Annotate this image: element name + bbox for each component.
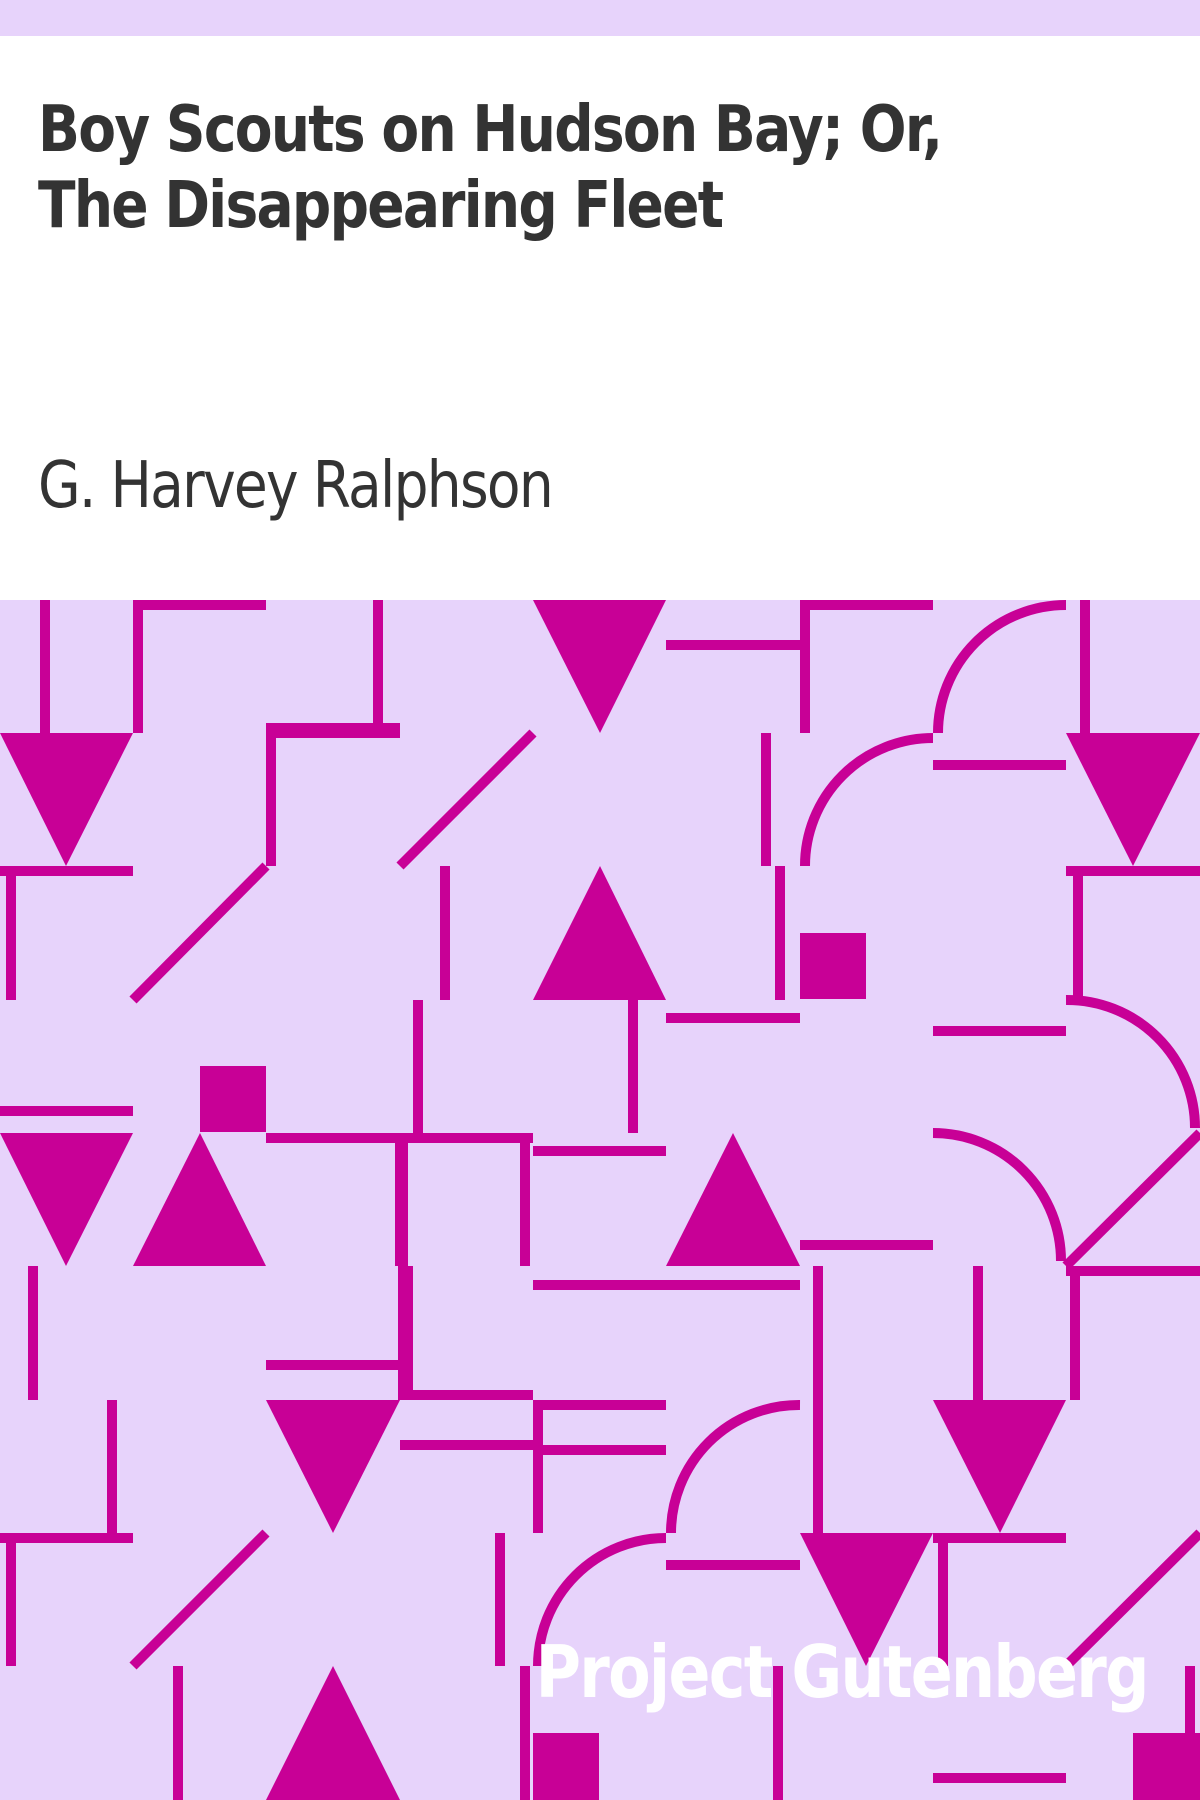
corner-shape <box>1073 866 1200 1000</box>
square-shape <box>800 933 866 999</box>
triangle-down-shape <box>933 1400 1066 1533</box>
corner-shape <box>266 728 400 866</box>
line-shape <box>129 1529 270 1670</box>
line-shape <box>129 862 270 1004</box>
arc-shape <box>666 1399 801 1534</box>
arc-shape <box>533 1533 667 1667</box>
line-shape <box>396 729 537 870</box>
arc-shape <box>1065 994 1200 1129</box>
corner-shape <box>938 1533 1066 1666</box>
triangle-down-shape <box>800 1533 933 1666</box>
arc-shape <box>933 600 1067 734</box>
square-shape <box>200 1066 266 1132</box>
line-shape <box>1062 1129 1200 1270</box>
triangle-up-shape <box>133 1133 266 1266</box>
cover-pattern <box>0 600 1200 1800</box>
triangle-down-shape <box>0 1133 133 1266</box>
arc-shape <box>932 1128 1066 1262</box>
triangle-up-shape <box>666 1133 800 1266</box>
top-band <box>0 0 1200 36</box>
title-panel: Boy Scouts on Hudson Bay; Or, The Disapp… <box>0 36 1200 600</box>
corner-shape <box>6 1533 133 1666</box>
triangle-down-shape <box>533 600 666 733</box>
corner-shape <box>6 866 133 1000</box>
square-shape <box>533 1733 599 1800</box>
line-shape <box>1062 1529 1200 1670</box>
triangle-down-shape <box>1066 733 1200 866</box>
triangle-up-shape <box>266 1666 400 1800</box>
corner-shape <box>400 1133 530 1266</box>
triangle-down-shape <box>0 733 133 866</box>
triangle-down-shape <box>266 1400 400 1533</box>
triangle-up-shape <box>533 866 666 1000</box>
publisher-name: Project Gutenberg <box>535 1630 1150 1714</box>
book-title: Boy Scouts on Hudson Bay; Or, The Disapp… <box>38 93 943 243</box>
author-name: G. Harvey Ralphson <box>38 449 554 523</box>
arc-shape <box>800 733 934 867</box>
corner-shape <box>533 1445 666 1533</box>
